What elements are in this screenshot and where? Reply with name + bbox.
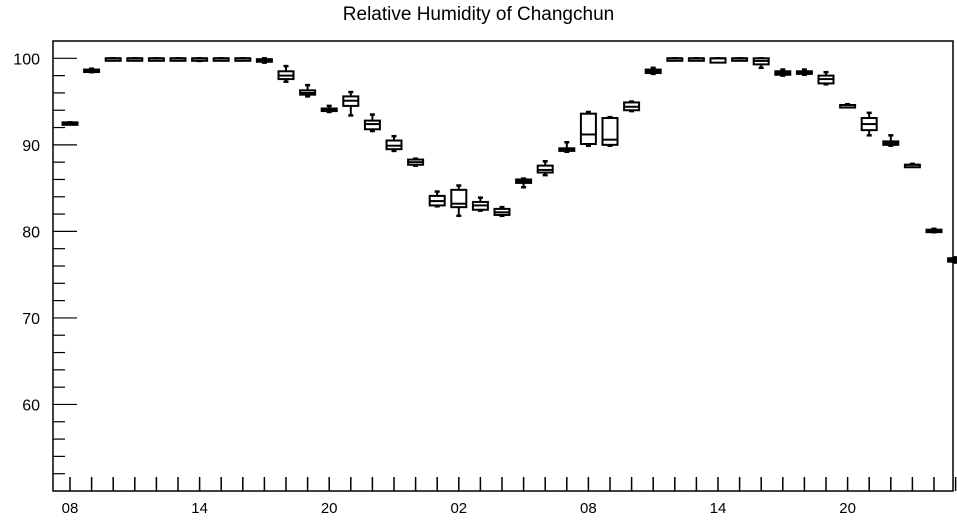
box-plot-item <box>493 205 511 218</box>
box-plot-item <box>774 68 792 77</box>
box-plot-item <box>212 57 230 62</box>
box-plot-item <box>536 160 554 177</box>
x-axis: 081420020814200208 <box>62 477 957 517</box>
box-plot-item <box>579 110 597 147</box>
box-plot-item <box>363 113 381 133</box>
x-tick-label: 14 <box>191 500 208 517</box>
box-plot-item <box>147 57 165 62</box>
x-tick-label: 20 <box>839 500 856 517</box>
box-plot-item <box>839 102 857 109</box>
box-plot-item <box>255 57 273 64</box>
box-plot-item <box>104 57 122 62</box>
box-plot-item <box>299 83 317 98</box>
box-plot-item <box>342 90 360 117</box>
box-plot-item <box>687 57 705 62</box>
plot-frame <box>52 40 954 492</box>
y-tick-label: 90 <box>22 138 40 155</box>
x-tick-label: 14 <box>710 500 727 517</box>
box-plot-item <box>644 66 662 76</box>
box-plot-item <box>61 121 79 126</box>
box-plot-item <box>234 57 252 62</box>
x-tick-label: 02 <box>450 500 467 517</box>
x-tick-label: 08 <box>62 500 79 517</box>
box-plot-item <box>666 57 684 62</box>
box-plot-item <box>191 57 209 63</box>
box-plot-item <box>795 68 813 76</box>
box-plot-item <box>903 162 921 169</box>
y-axis: 60 70 80 90 100 <box>13 51 77 475</box>
box-plot-item <box>277 64 295 83</box>
box-plot-item <box>385 134 403 153</box>
box-plot-item <box>623 100 641 113</box>
box-plot-item <box>925 227 943 234</box>
box-plot-item <box>126 57 144 62</box>
box-plot-item <box>882 134 900 147</box>
box-plot-item <box>407 157 425 167</box>
box-plot-item <box>428 190 446 208</box>
box-plot-item <box>601 115 619 147</box>
box-plot-item <box>320 104 338 114</box>
box-plot-item <box>471 196 489 212</box>
box-plot-item <box>709 57 727 64</box>
x-tick-label: 20 <box>321 500 338 517</box>
x-tick-label: 08 <box>580 500 597 517</box>
box-plot-item <box>752 57 770 70</box>
box-iqr <box>601 117 619 146</box>
chart-title: Relative Humidity of Changchun <box>342 4 615 25</box>
boxes-layer <box>61 57 957 264</box>
y-tick-label: 60 <box>22 397 40 414</box>
box-plot-item <box>450 184 468 218</box>
box-iqr <box>579 112 597 145</box>
box-plot-item <box>817 70 835 86</box>
box-plot-item <box>731 57 749 62</box>
box-plot-item <box>169 57 187 62</box>
box-plot-item <box>947 256 957 264</box>
box-plot-item <box>558 141 576 154</box>
box-plot-item <box>515 177 533 189</box>
box-plot-item <box>83 67 101 74</box>
y-tick-label: 100 <box>13 51 40 68</box>
y-tick-label: 70 <box>22 311 40 328</box>
y-tick-label: 80 <box>22 224 40 241</box>
box-plot-item <box>860 111 878 137</box>
